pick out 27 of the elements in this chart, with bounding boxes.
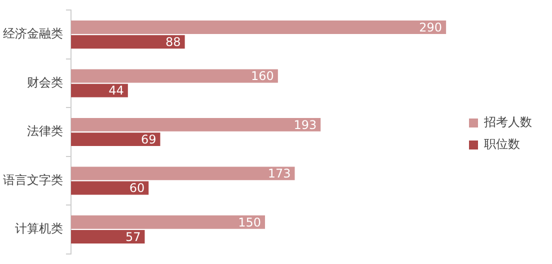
data-label: 44 [108, 84, 124, 98]
data-label: 69 [140, 132, 156, 146]
bar [71, 20, 446, 34]
bar [71, 215, 265, 229]
bar [71, 118, 321, 132]
bar [71, 181, 149, 195]
data-label: 88 [166, 34, 181, 49]
bar [71, 84, 128, 98]
bar [71, 166, 295, 180]
y-tick-label: 计算机类 [15, 222, 63, 236]
data-label: 60 [129, 181, 145, 196]
data-label: 150 [238, 215, 261, 230]
data-label: 173 [268, 166, 291, 181]
data-label: 193 [294, 118, 317, 132]
bar [71, 230, 145, 244]
y-tick-label: 经济金融类 [3, 26, 63, 41]
data-label: 57 [125, 230, 141, 244]
y-tick-label: 法律类 [27, 124, 63, 138]
legend-label: 职位数 [484, 137, 520, 152]
legend-label: 招考人数 [483, 115, 532, 130]
bar [71, 69, 278, 83]
y-tick-label: 财会类 [27, 75, 63, 90]
bar [71, 35, 185, 49]
bar [71, 132, 160, 146]
data-label: 160 [251, 69, 274, 84]
y-tick-label: 语言文字类 [3, 172, 63, 187]
data-label: 290 [419, 20, 442, 34]
